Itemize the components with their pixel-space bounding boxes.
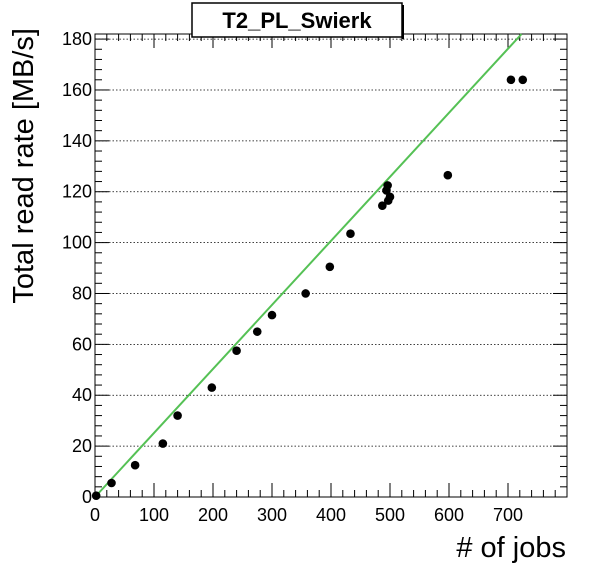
chart-title: T2_PL_Swierk	[222, 8, 372, 33]
x-tick-label: 400	[316, 505, 346, 525]
x-tick-label: 0	[90, 505, 100, 525]
y-tick-label: 20	[72, 436, 92, 456]
grid-lines	[95, 38, 567, 447]
y-tick-label: 180	[62, 29, 92, 49]
x-tick-label: 600	[434, 505, 464, 525]
data-point	[301, 289, 310, 298]
data-point	[107, 478, 116, 488]
y-tick-label: 100	[62, 233, 92, 253]
data-points	[91, 75, 528, 501]
x-tick-label: 300	[257, 505, 287, 525]
y-tick-label: 160	[62, 80, 92, 100]
data-point	[325, 262, 335, 272]
data-point	[383, 181, 392, 190]
data-point	[91, 491, 101, 501]
y-tick-label: 40	[72, 385, 92, 405]
x-axis-title: # of jobs	[456, 532, 566, 564]
y-tick-label: 80	[72, 283, 92, 303]
y-tick-label: 0	[82, 487, 92, 507]
data-point	[443, 170, 453, 180]
data-point	[232, 346, 241, 356]
data-point	[518, 75, 528, 85]
data-point	[207, 383, 217, 392]
data-point	[130, 460, 140, 470]
data-point	[252, 327, 262, 336]
x-tick-label: 500	[375, 505, 405, 525]
axis-ticks: 0 20 40 60 80 100 120 140 160 180 0 100 200 300 400 500…	[62, 29, 567, 525]
y-tick-label: 120	[62, 182, 92, 202]
data-point	[378, 201, 387, 211]
data-point	[173, 411, 182, 420]
data-point	[346, 229, 355, 239]
chart-title-box: T2_PL_Swierk	[191, 2, 404, 39]
x-tick-label: 700	[493, 505, 523, 525]
fit-line	[94, 33, 523, 498]
y-tick-label: 60	[72, 334, 92, 354]
y-tick-label: 140	[62, 131, 92, 151]
data-point	[267, 310, 277, 320]
data-point	[506, 75, 516, 85]
fit-line-group	[94, 33, 523, 498]
x-tick-label: 100	[139, 505, 169, 525]
x-tick-label: 200	[198, 505, 228, 525]
y-axis-title: Total read rate [MB/s]	[8, 28, 40, 304]
data-point	[158, 439, 168, 448]
data-point	[385, 192, 395, 202]
